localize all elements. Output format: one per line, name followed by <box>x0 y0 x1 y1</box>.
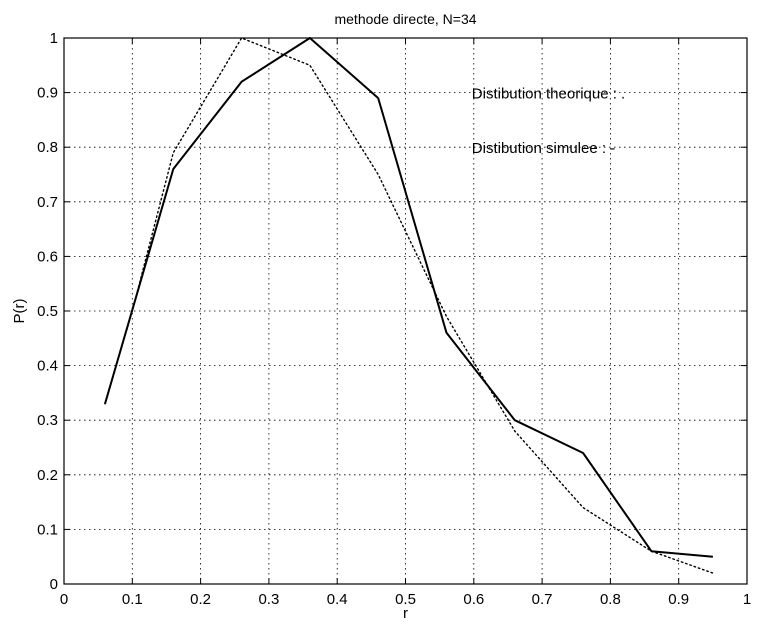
axis-labels: 0 0.1 0.2 0.3 0.4 0.5 0.6 0.7 0.8 0.9 1 0 0.1 0.2 0.3 0… <box>37 30 751 608</box>
y-tick-label: 0.2 <box>37 467 58 484</box>
annotations: Distibution theorique : . Distibution sim… <box>472 86 625 158</box>
y-tick-label: 0.7 <box>37 194 58 211</box>
y-tick-label: 0.5 <box>37 303 58 320</box>
x-tick-label: 0.3 <box>258 591 279 608</box>
y-tick-label: 0.1 <box>37 521 58 538</box>
chart-title: methode directe, N=34 <box>334 11 476 27</box>
x-tick-label: 0.7 <box>532 591 553 608</box>
y-tick-label: 0.3 <box>37 412 58 429</box>
legend-annotation: Distibution simulee : - <box>472 140 615 157</box>
series-group <box>104 37 714 574</box>
x-tick-label: 0.2 <box>190 591 211 608</box>
x-axis-label: r <box>403 605 408 622</box>
y-axis-label: P(r) <box>11 299 28 324</box>
y-tick-label: 0.8 <box>37 139 58 156</box>
simulated-distribution-line <box>104 37 713 558</box>
x-tick-label: 0.5 <box>395 591 416 608</box>
y-tick-label: 1 <box>50 30 58 47</box>
x-tick-label: 0.9 <box>668 591 689 608</box>
y-tick-label: 0 <box>50 576 58 593</box>
x-tick-label: 1 <box>743 591 751 608</box>
y-tick-label: 0.9 <box>37 85 58 102</box>
x-tick-label: 0.6 <box>463 591 484 608</box>
y-tick-label: 0.4 <box>37 358 58 375</box>
x-tick-label: 0.1 <box>122 591 143 608</box>
legend-annotation: Distibution theorique : . <box>472 86 625 103</box>
y-tick-label: 0.6 <box>37 248 58 265</box>
x-tick-label: 0.4 <box>327 591 348 608</box>
x-tick-label: 0 <box>60 591 68 608</box>
theoretical-distribution-line <box>104 37 714 574</box>
x-tick-label: 0.8 <box>600 591 621 608</box>
axis-ticks <box>63 37 748 585</box>
